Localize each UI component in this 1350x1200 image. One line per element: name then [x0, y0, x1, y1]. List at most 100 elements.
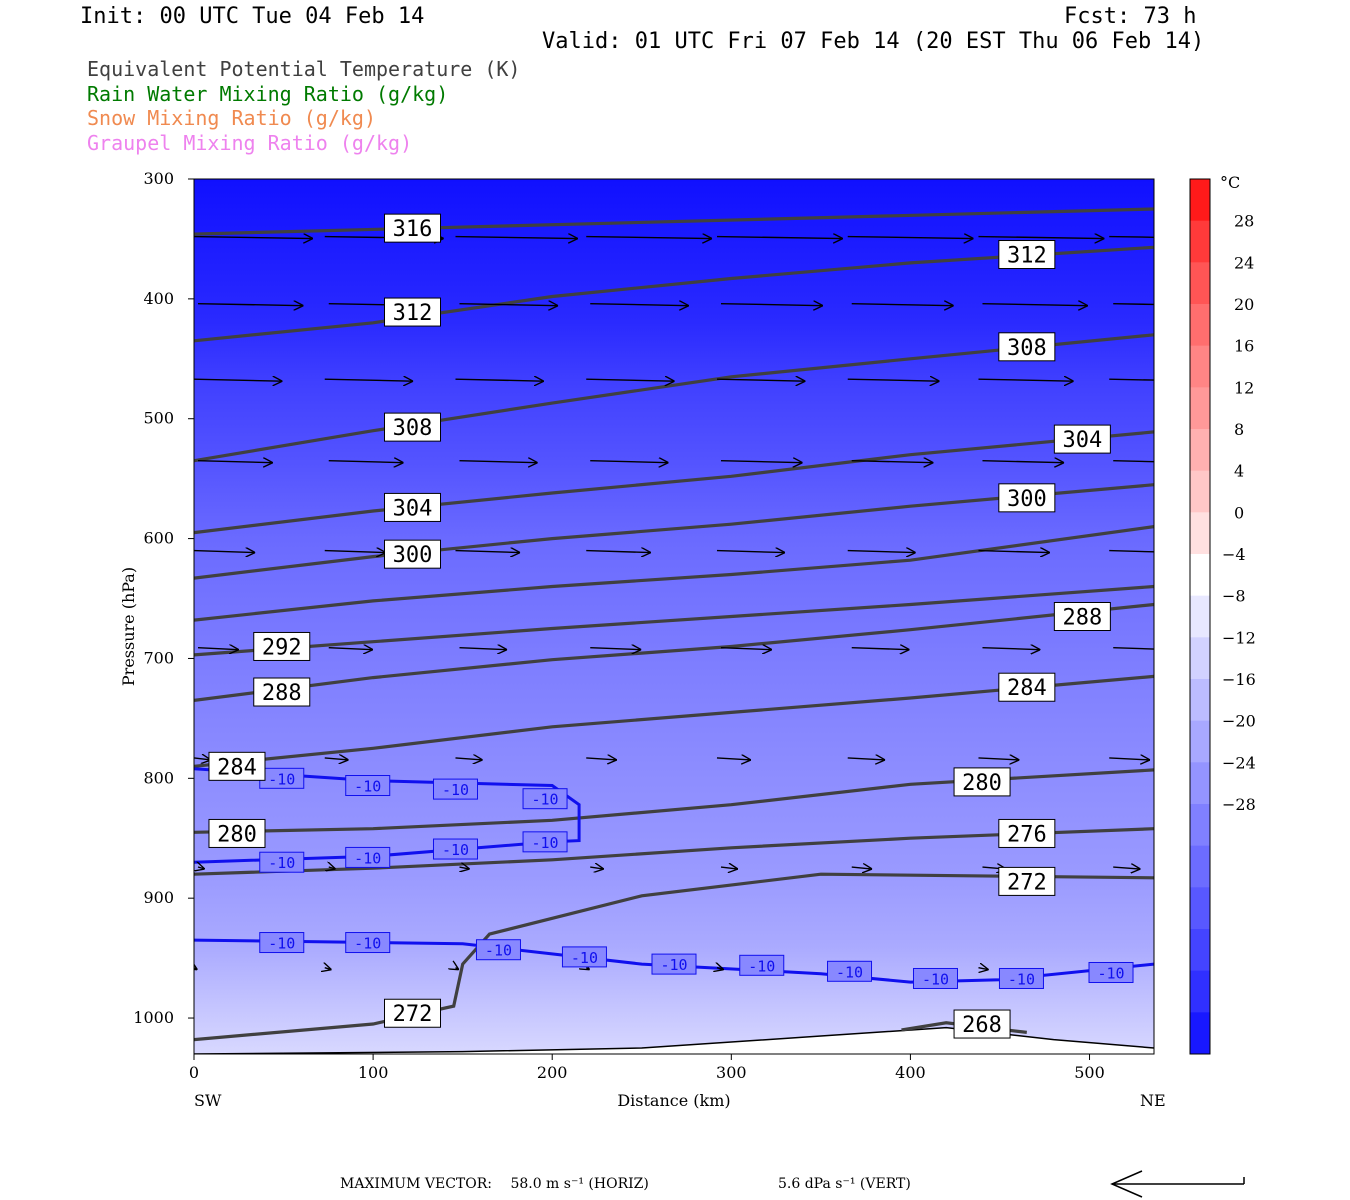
colorbar-label: −20 [1222, 712, 1256, 731]
theta-e-label: 312 [393, 301, 433, 326]
wind-vector [720, 648, 772, 650]
wind-vector [455, 968, 458, 970]
wind-vector [847, 758, 885, 760]
colorbar-swatch [1190, 512, 1210, 555]
wind-vector [455, 551, 520, 553]
colorbar-label: 4 [1234, 462, 1244, 481]
theta-e-label: 292 [262, 635, 302, 660]
temperature-label: -10 [660, 956, 687, 974]
temperature-label: -10 [922, 970, 949, 988]
wind-vector [851, 461, 934, 463]
x-end-label-left: SW [194, 1091, 222, 1110]
temperature-label-box [1088, 961, 1134, 983]
legend-graupel: Graupel Mixing Ratio (g/kg) [87, 131, 413, 155]
y-tick-label: 800 [143, 768, 174, 787]
wind-vector [586, 968, 589, 970]
wind-vector [197, 304, 303, 306]
wind-vector [197, 648, 239, 650]
theta-e-label-box [998, 240, 1056, 270]
y-tick-label: 700 [143, 648, 174, 667]
x-tick-label: 500 [1074, 1063, 1105, 1082]
wind-vector [978, 551, 1049, 553]
temperature-label: -10 [836, 963, 863, 981]
theta-e-label-box [998, 483, 1056, 513]
wind-vector [716, 379, 805, 381]
x-tick-label: 200 [537, 1063, 568, 1082]
colorbar-label: 16 [1234, 337, 1254, 356]
temperature-label: -10 [268, 770, 295, 788]
wind-vector [1109, 378, 1154, 381]
wind-vector [1109, 235, 1154, 238]
theta-e-contour-292 [194, 584, 1154, 657]
wind-vector [590, 867, 604, 869]
temperature-label: -10 [354, 849, 381, 867]
wind-vector [455, 379, 543, 381]
theta-e-label-box [384, 492, 442, 522]
theta-e-label: 284 [1007, 676, 1047, 701]
temperature-label: -10 [531, 791, 558, 809]
theta-e-contour-316 [194, 207, 1154, 236]
temperature-label: -10 [442, 781, 469, 799]
wind-vector [1109, 549, 1154, 553]
temperature-label-box [651, 953, 697, 975]
theta-e-contour-312 [194, 245, 1154, 343]
theta-e-label: 284 [217, 755, 257, 780]
temperature-label: -10 [268, 854, 295, 872]
x-tick-label: 400 [895, 1063, 926, 1082]
theta-e-label: 276 [1007, 822, 1047, 847]
wind-vector [459, 867, 469, 869]
max-vector-footer: MAXIMUM VECTOR: 58.0 m s⁻¹ (HORIZ) 5.6 d… [340, 1176, 911, 1192]
colorbar-label: 28 [1234, 212, 1254, 231]
y-tick-label: 1000 [133, 1008, 174, 1027]
colorbar-frame [1189, 178, 1211, 1055]
valid-time: Valid: 01 UTC Fri 07 Feb 14 (20 EST Thu … [542, 29, 1205, 54]
wind-vector [717, 968, 724, 970]
legend-theta-e: Equivalent Potential Temperature (K) [87, 57, 521, 81]
colorbar-swatch [1190, 345, 1210, 388]
colorbar-label: 20 [1234, 295, 1254, 314]
temperature-label: -10 [531, 834, 558, 852]
wind-vector [586, 551, 651, 553]
temperature-label: -10 [442, 841, 469, 859]
theta-e-label: 304 [393, 496, 433, 521]
wind-vector [194, 237, 313, 239]
wind-vector [329, 867, 336, 869]
temperature-label: -10 [571, 949, 598, 967]
wind-vector [459, 304, 558, 306]
temperature-label-box [827, 960, 873, 982]
wind-vector [194, 758, 211, 760]
colorbar-swatch [1190, 554, 1210, 597]
theta-e-contour-288 [194, 602, 1154, 702]
wind-vector [847, 379, 940, 381]
colorbar-label: 8 [1234, 420, 1244, 439]
reference-arrow-head [1110, 1170, 1143, 1198]
colorbar-swatch [1190, 262, 1210, 305]
wind-vector [847, 237, 974, 239]
wind-vector [978, 237, 1104, 239]
y-axis-label: Pressure (hPa) [119, 567, 138, 686]
temperature-label: -10 [1008, 970, 1035, 988]
wind-vector [198, 867, 205, 869]
temperature-label-box [432, 778, 478, 800]
temperature-label: -10 [748, 957, 775, 975]
temperature-label-box [345, 846, 391, 868]
theta-e-label: 288 [1062, 606, 1102, 631]
legend-snow: Snow Mixing Ratio (g/kg) [87, 106, 376, 130]
wind-vector [1113, 302, 1154, 306]
wind-vector [1113, 459, 1154, 463]
wind-vector [324, 379, 413, 381]
colorbar-swatch [1190, 595, 1210, 638]
wind-vector [982, 648, 1040, 650]
max-vector-vert: 5.6 dPa s⁻¹ (VERT) [778, 1176, 911, 1192]
colorbar-label: −24 [1222, 753, 1256, 772]
theta-e-label-box [953, 1009, 1011, 1039]
theta-e-label-box [253, 631, 311, 661]
colorbar-swatch [1190, 762, 1210, 805]
colorbar-label: 0 [1234, 503, 1244, 522]
theta-e-label: 300 [393, 543, 433, 568]
init-time: Init: 00 UTC Tue 04 Feb 14 [80, 4, 425, 29]
theta-e-label: 308 [393, 416, 433, 441]
wind-vector [194, 968, 197, 970]
wind-vector [851, 648, 910, 650]
colorbar-swatch [1190, 304, 1210, 347]
